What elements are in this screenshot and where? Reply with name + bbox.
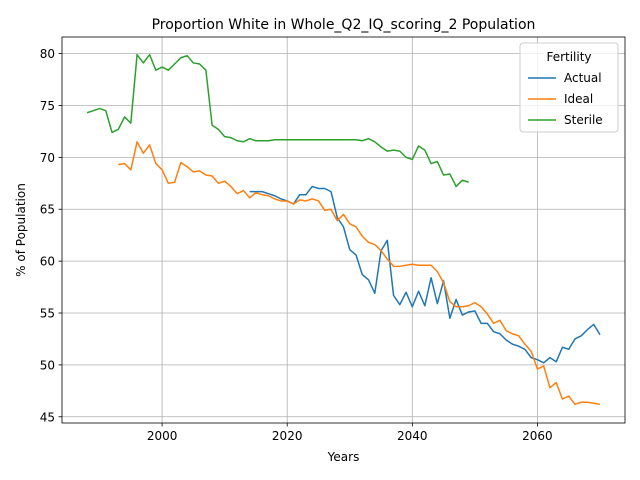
x-axis-label: Years: [327, 450, 360, 464]
legend-label-sterile: Sterile: [564, 113, 603, 127]
series-lines: [86, 53, 601, 406]
x-tick-label: 2040: [397, 429, 428, 443]
legend: Fertility Actual Ideal Sterile: [519, 42, 619, 133]
y-tick-label: 80: [40, 47, 55, 61]
series-line-sterile: [86, 53, 469, 188]
y-tick-label: 45: [40, 410, 55, 424]
x-tick-label: 2000: [147, 429, 178, 443]
y-tick-label: 60: [40, 255, 55, 269]
y-tick-label: 65: [40, 203, 55, 217]
x-tick-label: 2020: [272, 429, 303, 443]
legend-label-actual: Actual: [564, 71, 602, 85]
x-tick-label: 2060: [522, 429, 553, 443]
legend-title: Fertility: [546, 50, 591, 64]
y-tick-label: 70: [40, 151, 55, 165]
y-tick-label: 50: [40, 358, 55, 372]
y-axis-label: % of Population: [14, 183, 28, 277]
legend-label-ideal: Ideal: [564, 92, 593, 106]
y-tick-label: 55: [40, 307, 55, 321]
chart-title: Proportion White in Whole_Q2_IQ_scoring_…: [152, 17, 536, 33]
series-line-actual: [249, 185, 601, 364]
y-tick-label: 75: [40, 99, 55, 113]
series-line-ideal: [118, 141, 601, 406]
legend-box: [519, 42, 619, 133]
axis-ticks: 2000 2020 2040 2060 45 50 55 60 65 70 75 80: [40, 47, 553, 443]
plot-frame: [61, 36, 626, 424]
